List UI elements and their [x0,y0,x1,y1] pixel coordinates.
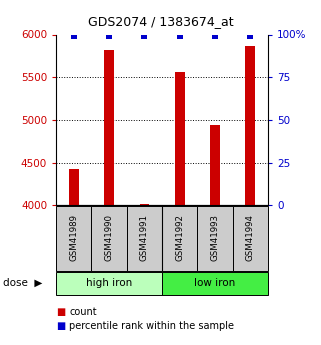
Bar [233,206,268,271]
Text: GSM41989: GSM41989 [69,214,78,260]
Bar [210,125,220,205]
Text: GSM41990: GSM41990 [105,214,114,260]
Bar [162,206,197,271]
Bar [197,206,233,271]
Text: GSM41992: GSM41992 [175,214,184,260]
Bar [246,46,255,205]
Bar [140,204,149,205]
Bar [175,72,185,205]
Bar [127,206,162,271]
Bar [162,272,268,295]
Text: GDS2074 / 1383674_at: GDS2074 / 1383674_at [88,16,233,29]
Text: high iron: high iron [86,278,132,288]
Bar [56,206,91,271]
Text: GSM41991: GSM41991 [140,214,149,260]
Text: ■: ■ [56,321,65,331]
Point [71,33,76,39]
Point [142,33,147,39]
Text: dose  ▶: dose ▶ [3,278,43,288]
Text: percentile rank within the sample: percentile rank within the sample [69,321,234,331]
Point [213,33,218,39]
Point [107,33,112,39]
Text: GSM41993: GSM41993 [211,214,220,260]
Text: low iron: low iron [195,278,236,288]
Text: GSM41994: GSM41994 [246,214,255,260]
Bar [91,206,127,271]
Bar [69,169,79,205]
Point [248,33,253,39]
Point [177,33,182,39]
Bar [56,272,162,295]
Bar [104,50,114,205]
Text: ■: ■ [56,307,65,317]
Text: count: count [69,307,97,317]
